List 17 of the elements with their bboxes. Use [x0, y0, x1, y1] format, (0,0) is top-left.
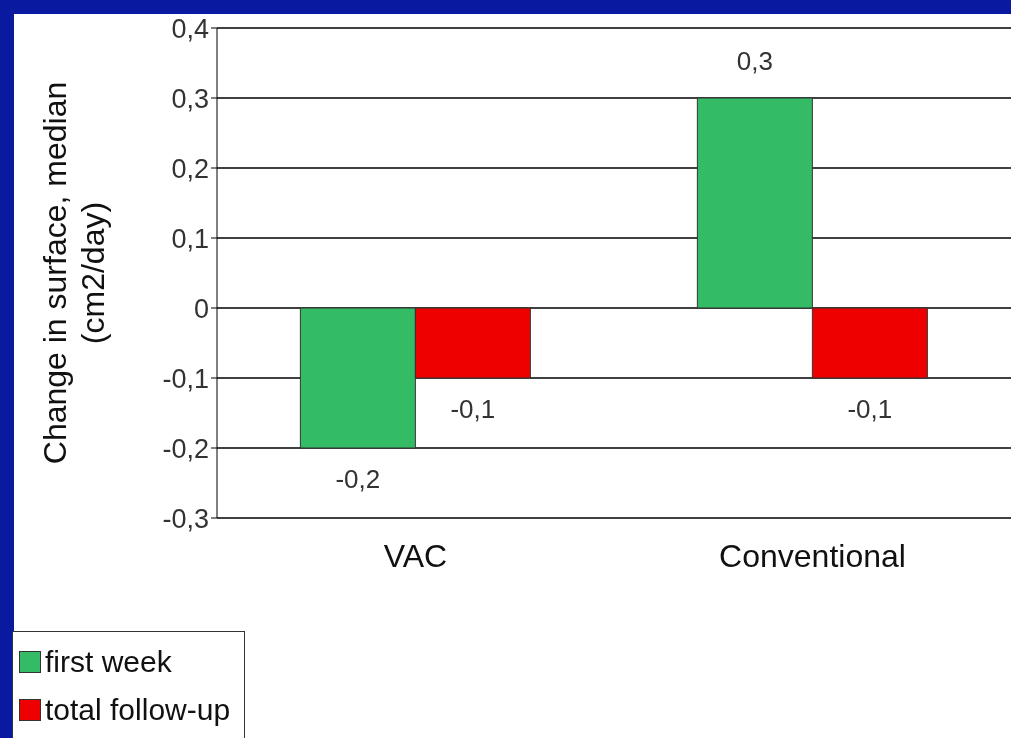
data-label: -0,2	[335, 464, 381, 494]
y-tick-label: -0,3	[162, 503, 209, 534]
x-tick-label: Conventional	[719, 537, 906, 574]
y-axis-title: Change in surface, median (cm2/day)	[37, 81, 111, 465]
x-tick-label: VAC	[383, 537, 448, 574]
y-tick-label: 0	[193, 293, 209, 324]
data-label: -0,1	[847, 394, 893, 424]
y-tick-label: -0,1	[162, 363, 209, 394]
data-label: -0,1	[450, 394, 496, 424]
legend-label: first week	[45, 645, 172, 679]
data-label: 0,3	[736, 46, 773, 76]
y-tick-label: 0,2	[171, 153, 209, 184]
y-tick-label: -0,2	[162, 433, 209, 464]
y-tick-label: 0,3	[171, 83, 209, 114]
legend-label: total follow-up	[45, 693, 231, 727]
y-tick-label: 0,4	[171, 13, 209, 44]
y-tick-label: 0,1	[171, 223, 209, 254]
